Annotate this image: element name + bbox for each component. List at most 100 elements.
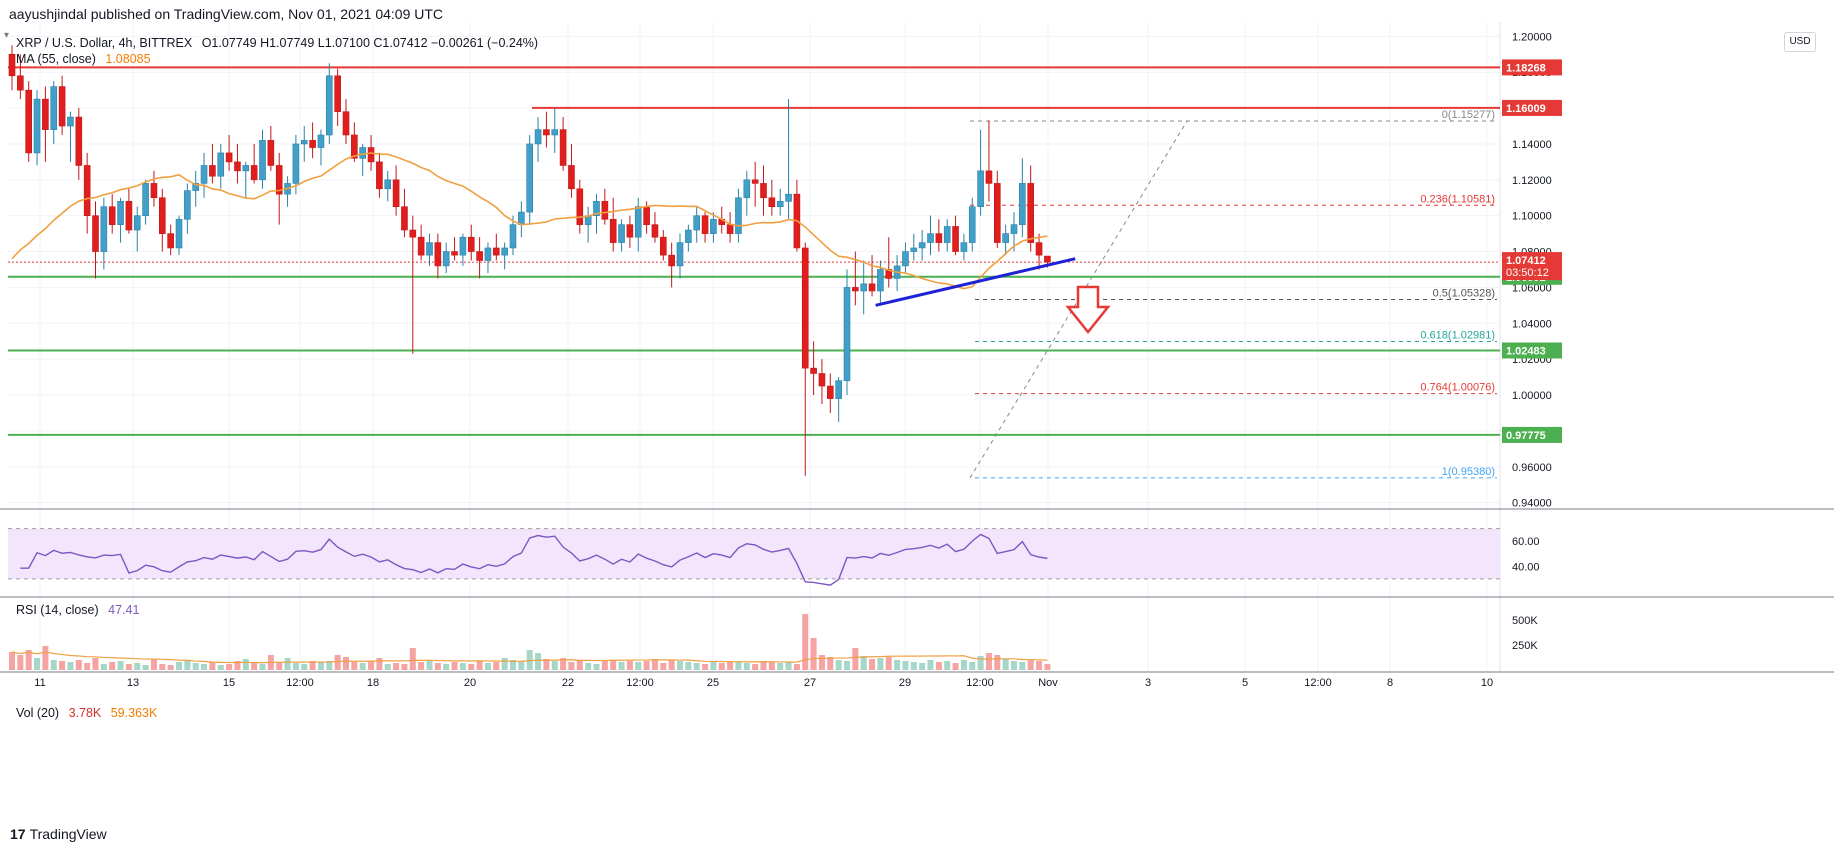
- candle-body: [376, 161, 383, 190]
- volume-bar: [50, 660, 57, 670]
- candle-body: [618, 224, 625, 243]
- volume-bar: [793, 664, 800, 670]
- volume-bar: [635, 662, 642, 670]
- candle-body: [659, 236, 667, 256]
- candle-body: [434, 242, 442, 267]
- currency-button[interactable]: USD: [1784, 32, 1816, 52]
- ma-55-line: [11, 152, 1048, 290]
- time-tick-label: 15: [223, 677, 235, 689]
- candle-body: [943, 226, 951, 243]
- volume-legend[interactable]: Vol (20) 3.78K 59.363K: [16, 706, 157, 720]
- volume-bar: [184, 661, 191, 670]
- candle-body: [518, 211, 525, 225]
- volume-bar: [1019, 662, 1026, 670]
- volume-bar: [393, 663, 400, 670]
- symbol-legend[interactable]: XRP / U.S. Dollar, 4h, BITTREX O1.07749 …: [16, 36, 538, 50]
- chart-canvas[interactable]: 1.200001.180001.160001.140001.120001.100…: [0, 0, 1834, 828]
- time-tick-label: 3: [1145, 677, 1151, 689]
- candle-body: [626, 224, 634, 238]
- candle-body: [426, 242, 433, 256]
- volume-bar: [1011, 661, 1017, 670]
- volume-bar: [743, 663, 750, 670]
- volume-bar: [852, 648, 859, 670]
- candle-body: [985, 170, 993, 184]
- candle-body: [927, 233, 934, 243]
- volume-bar: [192, 663, 199, 670]
- tradingview-footer[interactable]: 17 TradingView: [10, 826, 107, 842]
- candle-body: [242, 165, 250, 172]
- candle-body: [685, 229, 692, 243]
- volume-bar: [952, 663, 959, 670]
- volume-bar: [860, 656, 867, 670]
- volume-bar: [117, 661, 124, 670]
- volume-bar: [960, 660, 967, 670]
- candle-body: [668, 254, 675, 267]
- volume-bar: [1044, 664, 1051, 670]
- candle-body: [877, 269, 884, 292]
- volume-bar: [401, 664, 408, 670]
- volume-bar: [501, 658, 508, 670]
- candle-body: [651, 224, 659, 238]
- volume-bar: [426, 661, 433, 670]
- ma-legend[interactable]: MA (55, close) 1.08085: [16, 52, 151, 66]
- candle-body: [133, 215, 141, 231]
- candle-body: [952, 226, 959, 252]
- volume-bar: [685, 662, 692, 670]
- volume-bar: [643, 661, 650, 670]
- volume-bar: [351, 662, 358, 670]
- price-tick-label: 1.00000: [1512, 390, 1552, 402]
- ohlc-values: O1.07749 H1.07749 L1.07100 C1.07412 −0.0…: [201, 36, 539, 50]
- volume-bar: [1027, 660, 1034, 670]
- volume-bar: [760, 661, 767, 670]
- candle-body: [810, 367, 817, 374]
- level-price-label: 1.16009: [1506, 103, 1546, 115]
- volume-bar: [977, 656, 984, 670]
- candle-body: [209, 165, 216, 177]
- volume-bar: [434, 663, 441, 670]
- volume-bar: [25, 650, 32, 670]
- volume-bar: [660, 663, 667, 670]
- candle-body: [993, 183, 1001, 243]
- candle-body: [451, 251, 458, 256]
- collapse-arrow-icon: ▾: [4, 30, 9, 41]
- volume-bar: [810, 638, 817, 670]
- candle-body: [1044, 255, 1051, 263]
- symbol-name: XRP / U.S. Dollar, 4h, BITTREX: [16, 36, 193, 50]
- price-tick-label: 1.10000: [1512, 211, 1552, 223]
- volume-bar: [626, 661, 633, 670]
- candle-body: [417, 236, 425, 256]
- volume-bar: [835, 660, 842, 670]
- candle-body: [835, 380, 842, 399]
- volume-bar: [109, 662, 116, 670]
- volume-bar: [443, 664, 450, 670]
- candle-body: [225, 152, 233, 163]
- rsi-value: 47.41: [108, 603, 140, 617]
- candle-body: [726, 224, 734, 234]
- candle-body: [760, 183, 767, 199]
- candle-body: [492, 247, 500, 256]
- price-tick-label: 1.04000: [1512, 318, 1552, 330]
- rsi-legend[interactable]: RSI (14, close) 47.41: [16, 603, 139, 617]
- volume-bar: [242, 659, 249, 670]
- candle-body: [501, 247, 508, 256]
- level-price-label: 0.97775: [1506, 430, 1546, 442]
- candle-body: [192, 183, 199, 191]
- candle-body: [935, 233, 943, 243]
- volume-bar: [226, 664, 233, 670]
- volume-bar: [610, 660, 617, 670]
- candle-body: [701, 215, 709, 234]
- tradingview-logo-icon: 17: [10, 826, 26, 842]
- volume-bar: [927, 660, 934, 670]
- volume-bar: [493, 662, 500, 670]
- volume-bar: [150, 659, 157, 670]
- candle-body: [42, 98, 49, 130]
- volume-bar: [601, 661, 608, 670]
- volume-bar: [418, 662, 425, 670]
- volume-bar: [735, 662, 742, 670]
- candle-body: [918, 242, 926, 249]
- ma-value: 1.08085: [105, 52, 151, 66]
- volume-bar: [234, 661, 241, 670]
- candle-body: [710, 218, 717, 234]
- level-price-tag: [1502, 426, 1562, 443]
- down-arrow-icon: [1065, 285, 1111, 335]
